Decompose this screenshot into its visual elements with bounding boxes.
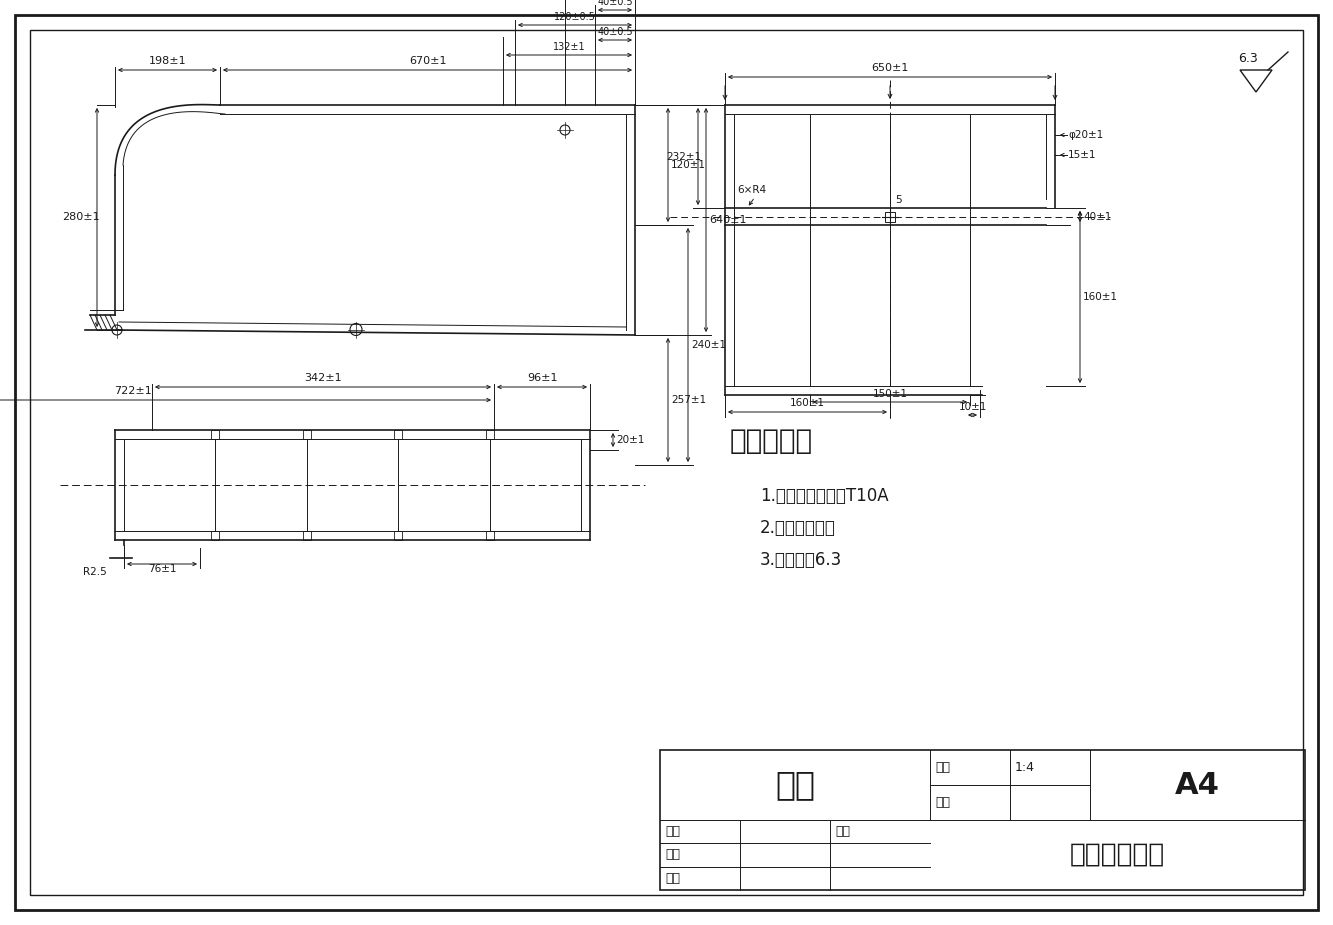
Text: 198±1: 198±1: [149, 56, 187, 66]
Text: 76±1: 76±1: [148, 564, 176, 574]
Text: 1:4: 1:4: [1014, 761, 1034, 774]
Bar: [212, 531, 220, 540]
Text: 280±1: 280±1: [63, 213, 100, 223]
Text: 机架: 机架: [774, 769, 814, 801]
Bar: [485, 430, 493, 439]
Text: 722±1: 722±1: [115, 386, 152, 396]
Text: 650±1: 650±1: [872, 63, 909, 73]
Text: 件数: 件数: [934, 796, 950, 809]
Text: 40±1: 40±1: [1082, 212, 1112, 221]
Text: A4: A4: [1176, 771, 1220, 799]
Bar: [660, 750, 1305, 890]
Text: 132±1: 132±1: [553, 42, 585, 52]
Text: 日期: 日期: [834, 825, 850, 838]
Bar: [485, 531, 493, 540]
Bar: [303, 430, 311, 439]
Text: 257±1: 257±1: [670, 395, 706, 405]
Text: 120±1: 120±1: [670, 160, 706, 170]
Bar: [885, 212, 894, 222]
Text: 制图: 制图: [665, 825, 680, 838]
Bar: [395, 531, 403, 540]
Text: 160±1: 160±1: [790, 398, 825, 408]
Text: R2.5: R2.5: [83, 567, 107, 577]
Text: 审核: 审核: [665, 872, 680, 885]
Text: 6.3: 6.3: [1238, 52, 1258, 65]
Text: 3.表面粗糖6.3: 3.表面粗糖6.3: [760, 551, 842, 569]
Text: 342±1: 342±1: [304, 373, 341, 383]
Bar: [212, 430, 220, 439]
Bar: [303, 531, 311, 540]
Text: 15±1: 15±1: [1068, 150, 1097, 160]
Text: 160±1: 160±1: [1082, 292, 1118, 302]
Text: 40±0.5: 40±0.5: [597, 0, 633, 7]
Bar: [395, 430, 403, 439]
Text: 2.加工精度中级: 2.加工精度中级: [760, 519, 836, 537]
Text: 描图: 描图: [665, 848, 680, 861]
Text: 150±1: 150±1: [873, 389, 908, 399]
Text: 6×R4: 6×R4: [737, 185, 766, 195]
Text: 10±1: 10±1: [958, 402, 986, 412]
Text: 640±1: 640±1: [709, 215, 746, 225]
Text: 1.材质要求高，用T10A: 1.材质要求高，用T10A: [760, 487, 889, 505]
Text: 技术要求：: 技术要求：: [730, 427, 813, 455]
Text: 5: 5: [894, 195, 901, 205]
Text: 232±1: 232±1: [666, 152, 701, 162]
Text: 670±1: 670±1: [409, 56, 447, 66]
Text: 240±1: 240±1: [690, 340, 726, 350]
Text: φ20±1: φ20±1: [1068, 130, 1104, 140]
Text: 成都理工大学: 成都理工大学: [1070, 842, 1165, 868]
Text: 20±1: 20±1: [616, 435, 644, 445]
Text: 96±1: 96±1: [527, 373, 557, 383]
Text: 比例: 比例: [934, 761, 950, 774]
Text: 40±0.5: 40±0.5: [597, 27, 633, 37]
Text: 120±0.5: 120±0.5: [555, 12, 596, 22]
